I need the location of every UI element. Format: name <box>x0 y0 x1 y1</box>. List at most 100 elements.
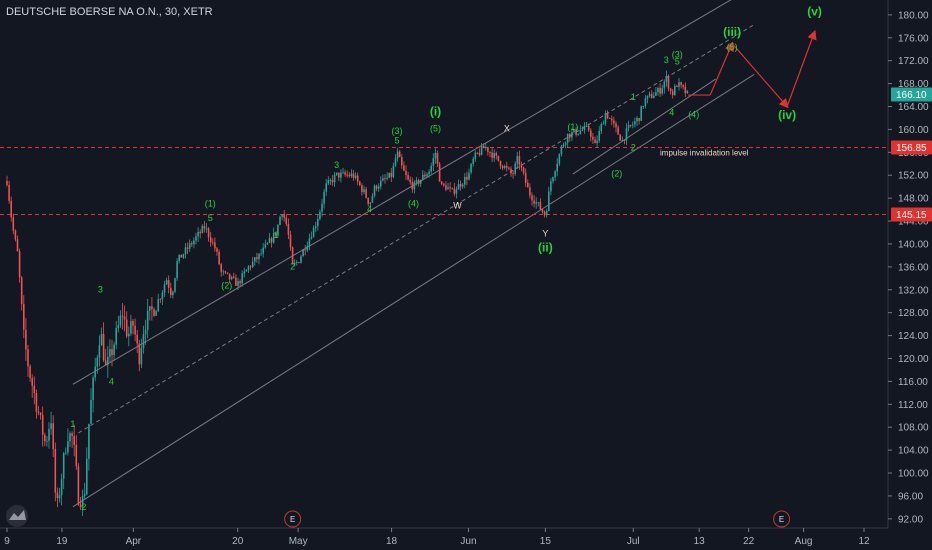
candle-body-152 <box>325 183 327 192</box>
candle-body-194 <box>413 181 416 190</box>
candle-body-47 <box>104 360 107 366</box>
channel-line-0 <box>72 0 732 385</box>
candle-body-127 <box>272 232 275 243</box>
candle-body-66 <box>144 329 147 335</box>
wave-label-2: 2 <box>81 502 86 512</box>
candle-body-193 <box>411 182 414 190</box>
candle-body-161 <box>344 172 346 175</box>
candle-body-10 <box>27 349 29 367</box>
candle-body-134 <box>287 223 290 235</box>
candle-body-267 <box>566 133 569 143</box>
candle-body-304 <box>644 98 647 107</box>
candle-body-18 <box>44 434 46 442</box>
candle-body-28 <box>65 452 67 454</box>
candle-body-42 <box>94 366 96 378</box>
candle-body-249 <box>529 187 531 196</box>
candle-body-238 <box>506 165 508 168</box>
candle-body-259 <box>550 181 552 192</box>
level-badge-1-text: 145.15 <box>896 210 927 221</box>
candle-body-269 <box>571 132 573 138</box>
candle-body-237 <box>503 165 506 169</box>
y-axis[interactable]: 92.00 96.00 100.00 104.00 108.00 112.00 116.00… <box>887 0 929 528</box>
candle-body-219 <box>466 176 468 180</box>
candle-body-29 <box>67 441 69 453</box>
candle-body-233 <box>495 153 498 156</box>
candle-body-221 <box>470 163 472 173</box>
candle-body-260 <box>552 177 554 182</box>
wave-label-9: 3 <box>334 160 339 170</box>
candle-body-293 <box>621 140 624 142</box>
y-tick-label-19: 168.00 <box>898 79 929 90</box>
candle-body-130 <box>279 216 281 225</box>
candle-body-218 <box>464 176 466 185</box>
candle-body-121 <box>260 253 262 255</box>
candle-body-140 <box>300 256 302 263</box>
candle-body-94 <box>203 226 206 229</box>
candle-body-280 <box>594 139 596 144</box>
candle-body-181 <box>386 177 388 179</box>
candle-body-230 <box>489 151 491 153</box>
candle-body-4 <box>14 230 17 240</box>
wave-label-22: 1 <box>631 92 636 102</box>
candle-body-114 <box>245 269 248 272</box>
candle-body-248 <box>527 182 529 188</box>
candle-body-290 <box>615 123 617 128</box>
x-axis[interactable]: 9 19 Apr 20 May 18 Jun 15 Jul 13 22 Aug 12 <box>0 527 888 547</box>
candle-body-246 <box>522 167 525 173</box>
channel-line-2 <box>72 74 755 508</box>
candle-body-55 <box>121 315 124 317</box>
candle-body-172 <box>367 197 369 204</box>
candle-body-213 <box>453 188 456 194</box>
candle-body-242 <box>514 163 516 174</box>
candle-body-324 <box>686 90 689 94</box>
candle-body-148 <box>317 218 319 227</box>
candle-body-54 <box>119 315 122 326</box>
y-tick-label-17: 160.00 <box>898 125 929 136</box>
candle-body-279 <box>592 136 594 140</box>
candle-body-77 <box>167 280 170 288</box>
candle-body-300 <box>636 117 638 122</box>
candle-body-119 <box>256 257 258 260</box>
candle-body-63 <box>138 343 141 365</box>
candle-body-188 <box>401 157 403 166</box>
candle-body-286 <box>606 113 609 119</box>
y-tick-label-1: 96.00 <box>898 491 923 502</box>
candle-body-133 <box>285 217 288 224</box>
candle-body-162 <box>346 174 348 176</box>
candle-body-24 <box>56 492 59 499</box>
candle-body-251 <box>533 200 535 204</box>
candle-body-115 <box>247 266 250 270</box>
candle-body-137 <box>293 262 296 264</box>
candle-body-78 <box>170 287 172 296</box>
candle-body-171 <box>365 189 367 198</box>
candle-body-144 <box>308 238 311 246</box>
candle-body-83 <box>180 254 183 258</box>
candle-body-41 <box>92 377 94 400</box>
wave-label-21: (2) <box>611 168 622 178</box>
candle-body-96 <box>207 228 210 238</box>
candle-body-258 <box>548 191 550 211</box>
candle-body-57 <box>125 319 128 337</box>
candle-body-44 <box>98 345 101 358</box>
candle-body-26 <box>60 478 63 496</box>
candle-body-232 <box>493 153 495 158</box>
candle-body-0 <box>6 180 8 185</box>
candle-body-270 <box>573 129 575 133</box>
candle-body-147 <box>314 226 317 228</box>
candle-body-177 <box>377 186 380 189</box>
wave-label-28: (4) <box>688 109 699 119</box>
y-tick-label-11: 136.00 <box>898 262 929 273</box>
candle-body-91 <box>197 232 199 237</box>
event-marker-0 <box>284 510 302 528</box>
wave-label-31: (iv) <box>778 108 796 122</box>
projection-segment-1 <box>709 41 734 96</box>
candle-body-39 <box>88 423 90 459</box>
candle-body-308 <box>653 95 655 98</box>
candle-body-73 <box>159 299 162 301</box>
candle-body-136 <box>291 247 294 264</box>
candle-body-155 <box>331 180 334 183</box>
candle-body-197 <box>419 179 422 184</box>
candle-body-111 <box>239 281 241 284</box>
wave-label-0: 3 <box>98 285 103 295</box>
candle-body-88 <box>191 243 193 245</box>
